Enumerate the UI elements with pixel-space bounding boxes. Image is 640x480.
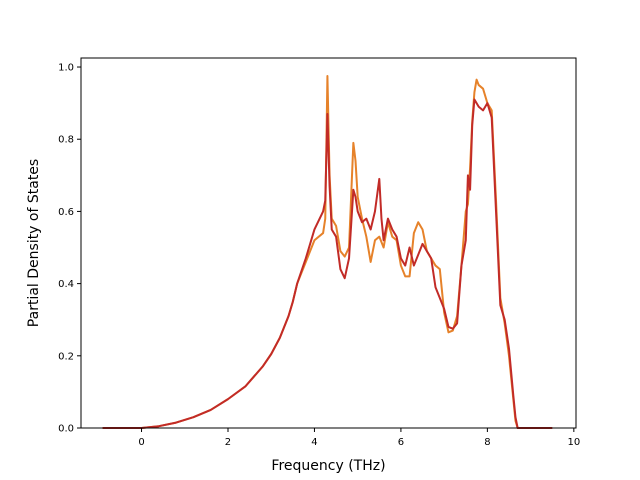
x-tick-label: 2 <box>225 437 231 448</box>
y-tick-label: 0.0 <box>58 424 74 435</box>
series-layer <box>102 75 553 429</box>
x-tick-label: 8 <box>484 437 490 448</box>
y-tick-label: 0.4 <box>58 279 74 290</box>
y-axis-label: Partial Density of States <box>26 159 42 327</box>
x-axis-label: Frequency (THz) <box>271 458 385 474</box>
x-axis-ticks: 0 2 4 6 8 10 <box>138 428 580 448</box>
y-tick-label: 0.8 <box>58 135 74 146</box>
x-tick-label: 4 <box>311 437 317 448</box>
y-tick-label: 1.0 <box>58 63 74 74</box>
y-tick-label: 0.2 <box>58 351 74 362</box>
x-tick-label: 6 <box>398 437 404 448</box>
plot-frame <box>80 57 577 429</box>
x-tick-label: 0 <box>138 437 144 448</box>
y-axis-ticks: 0.0 0.2 0.4 0.6 0.8 1.0 <box>58 63 81 435</box>
x-tick-label: 10 <box>567 437 580 448</box>
y-tick-label: 0.6 <box>58 207 74 218</box>
series-line-2 <box>102 98 553 429</box>
